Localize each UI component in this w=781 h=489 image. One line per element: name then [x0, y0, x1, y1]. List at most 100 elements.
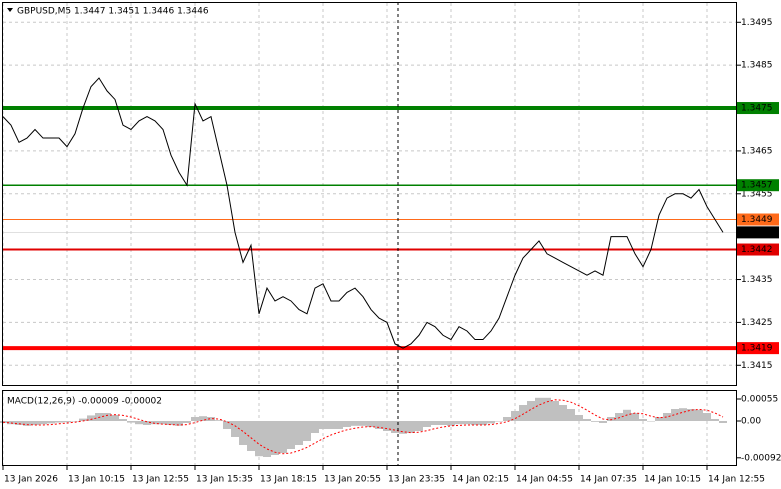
menu-arrow [7, 8, 13, 12]
y-tick-label: 1.3435 [741, 275, 773, 285]
histogram-bar [631, 413, 639, 421]
histogram-bar [503, 417, 511, 421]
level-label: 1.3449 [741, 215, 773, 225]
histogram-bar [471, 421, 479, 425]
macd-title: MACD(12,26,9) -0.00009 -0.00002 [7, 397, 162, 407]
y-tick-label: 1.3415 [741, 361, 773, 371]
x-tick-label: 14 Jan 04:55 [516, 475, 573, 485]
x-tick-label: 13 Jan 15:35 [196, 475, 253, 485]
histogram-bar [423, 421, 431, 427]
histogram-bar [327, 421, 335, 429]
histogram-bar [351, 421, 359, 426]
histogram-bar [655, 417, 663, 421]
histogram-bar [615, 413, 623, 421]
level-label: 1.3446 [741, 228, 773, 238]
x-tick-label: 13 Jan 12:55 [132, 475, 189, 485]
histogram-bar [151, 421, 159, 425]
histogram-bar [647, 421, 655, 422]
histogram-bar [487, 421, 495, 424]
histogram-bar [375, 421, 383, 429]
y-tick-label: 1.3465 [741, 146, 773, 156]
level-label-box [737, 213, 779, 226]
level-label-box [737, 243, 779, 256]
histogram-bar [215, 420, 223, 421]
histogram-bar [583, 419, 591, 421]
histogram-bar [271, 421, 279, 455]
histogram-bar [135, 421, 143, 425]
x-tick-label: 13 Jan 23:35 [388, 475, 445, 485]
x-tick-label: 14 Jan 10:15 [644, 475, 701, 485]
histogram-bar [239, 421, 247, 445]
histogram-bar [359, 421, 367, 426]
price-line [2, 77, 724, 349]
histogram-bar [463, 421, 471, 425]
histogram-bar [15, 421, 23, 425]
y-tick-label: 1.3425 [741, 318, 773, 328]
histogram-bar [447, 421, 455, 426]
histogram-bar [71, 421, 79, 422]
histogram-bar [703, 413, 711, 421]
histogram-bar [79, 418, 87, 421]
y-tick-label: 0.00 [741, 417, 761, 427]
x-tick-label: 14 Jan 12:55 [708, 475, 765, 485]
y-tick-label: 1.3495 [741, 18, 773, 28]
histogram-bar [255, 421, 263, 457]
histogram-bar [159, 421, 167, 425]
x-tick-label: 14 Jan 07:35 [580, 475, 637, 485]
level-label-box [737, 102, 779, 115]
histogram-bar [383, 421, 391, 431]
histogram-bar [111, 415, 119, 421]
x-tick-label: 13 Jan 2026 [4, 475, 58, 485]
histogram-bar [55, 421, 63, 423]
histogram-bar [391, 421, 399, 433]
histogram-bar [335, 421, 343, 429]
histogram-bar [47, 421, 55, 424]
histogram-bar [695, 409, 703, 421]
histogram-bar [279, 421, 287, 453]
y-tick-label: 1.3455 [741, 189, 773, 199]
histogram-bar [287, 421, 295, 449]
histogram-bar [119, 419, 127, 421]
histogram-bar [231, 421, 239, 437]
level-label: 1.3419 [741, 344, 773, 354]
level-label: 1.3475 [741, 104, 773, 114]
x-tick-label: 13 Jan 18:15 [260, 475, 317, 485]
histogram-bar [103, 413, 111, 421]
macd-frame [2, 390, 737, 466]
histogram-bar [183, 421, 191, 423]
level-label: 1.3442 [741, 245, 773, 255]
y-tick-label: 1.3485 [741, 61, 773, 71]
histogram-bar [295, 421, 303, 445]
histogram-bar [407, 421, 415, 433]
histogram-bar [311, 421, 319, 433]
histogram-bar [39, 421, 47, 425]
histogram-bar [639, 419, 647, 421]
histogram-bar [511, 411, 519, 421]
histogram-bar [455, 421, 463, 425]
level-label-box [737, 179, 779, 192]
histogram-bar [367, 421, 375, 427]
histogram-bar [343, 421, 351, 427]
histogram-bar [527, 401, 535, 421]
signal-line [2, 399, 724, 455]
level-label: 1.3457 [741, 181, 773, 191]
histogram-bar [575, 415, 583, 421]
x-tick-label: 13 Jan 10:15 [68, 475, 125, 485]
histogram-bar [679, 408, 687, 421]
histogram-bar [559, 405, 567, 421]
histogram-bar [543, 397, 551, 421]
histogram-bar [431, 421, 439, 425]
histogram-bar [671, 409, 679, 421]
histogram-bar [599, 421, 607, 423]
y-tick-label: 0.00055 [741, 395, 778, 405]
histogram-bar [567, 409, 575, 421]
histogram-bar [303, 421, 311, 441]
histogram-bar [479, 421, 487, 425]
histogram-bar [495, 421, 503, 422]
histogram-bar [551, 401, 559, 421]
histogram-bar [31, 421, 39, 425]
histogram-bar [207, 417, 215, 421]
marks [0, 77, 737, 457]
